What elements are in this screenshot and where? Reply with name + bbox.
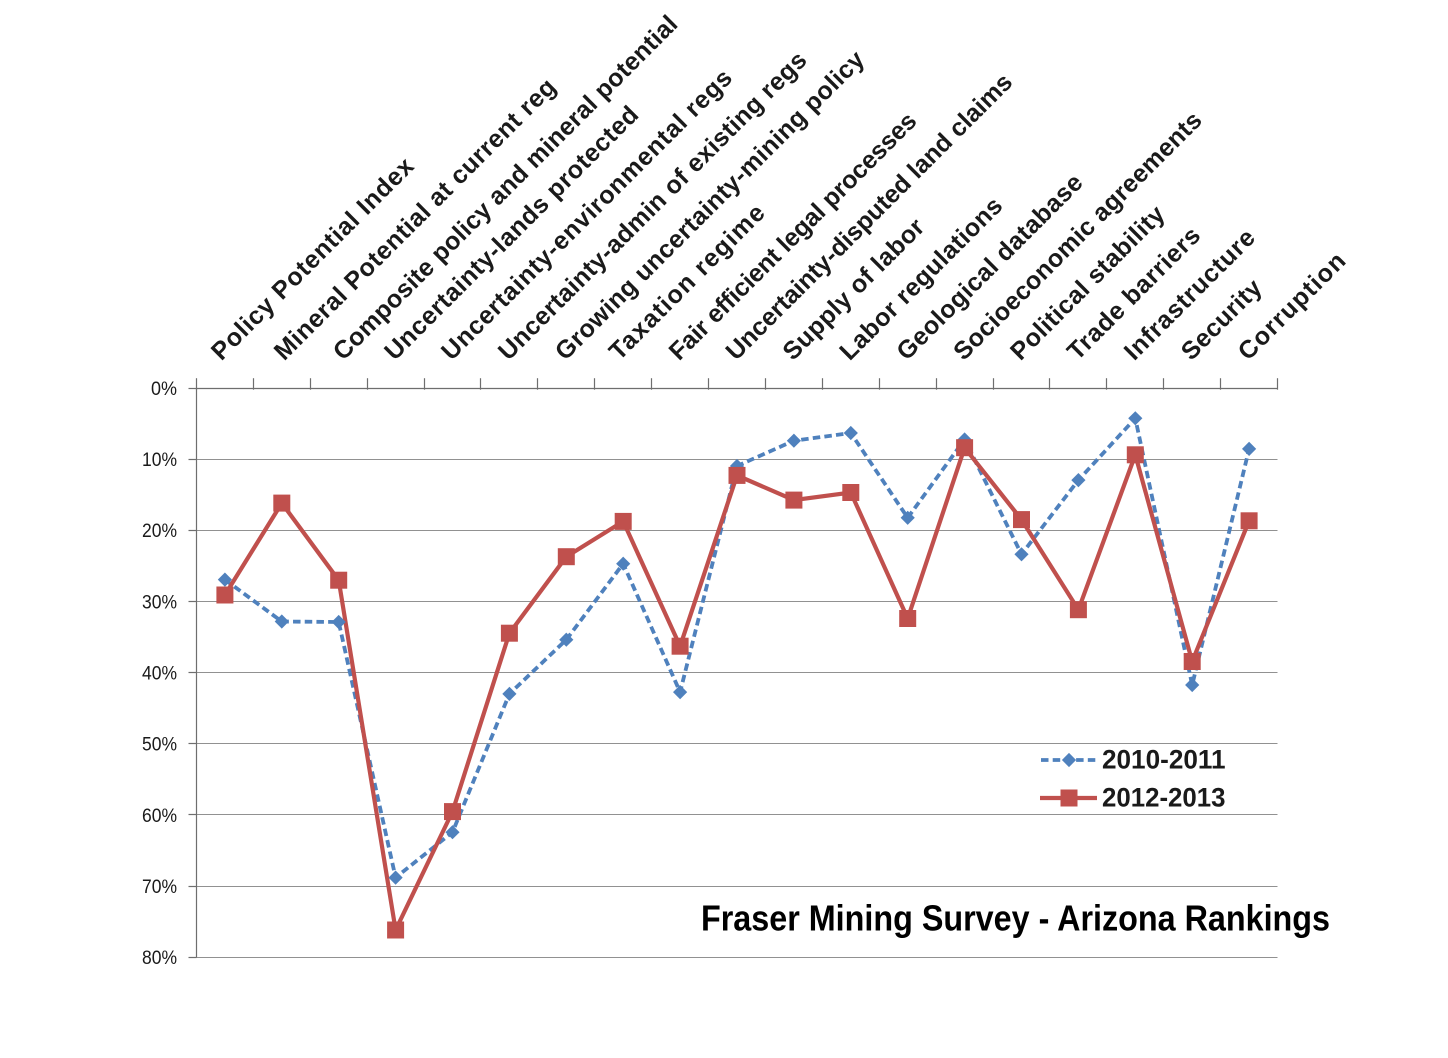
svg-text:50%: 50% [142, 735, 177, 756]
svg-text:30%: 30% [142, 592, 177, 613]
svg-text:70%: 70% [142, 877, 177, 898]
svg-text:2010-2011: 2010-2011 [1102, 745, 1226, 775]
svg-text:10%: 10% [142, 450, 177, 471]
svg-text:0%: 0% [151, 379, 177, 400]
svg-text:Fraser Mining Survey - Arizona: Fraser Mining Survey - Arizona Rankings [701, 898, 1330, 939]
svg-text:20%: 20% [142, 521, 177, 542]
svg-text:2012-2013: 2012-2013 [1102, 783, 1226, 813]
svg-text:80%: 80% [142, 948, 177, 969]
svg-text:60%: 60% [142, 806, 177, 827]
svg-text:40%: 40% [142, 664, 177, 685]
